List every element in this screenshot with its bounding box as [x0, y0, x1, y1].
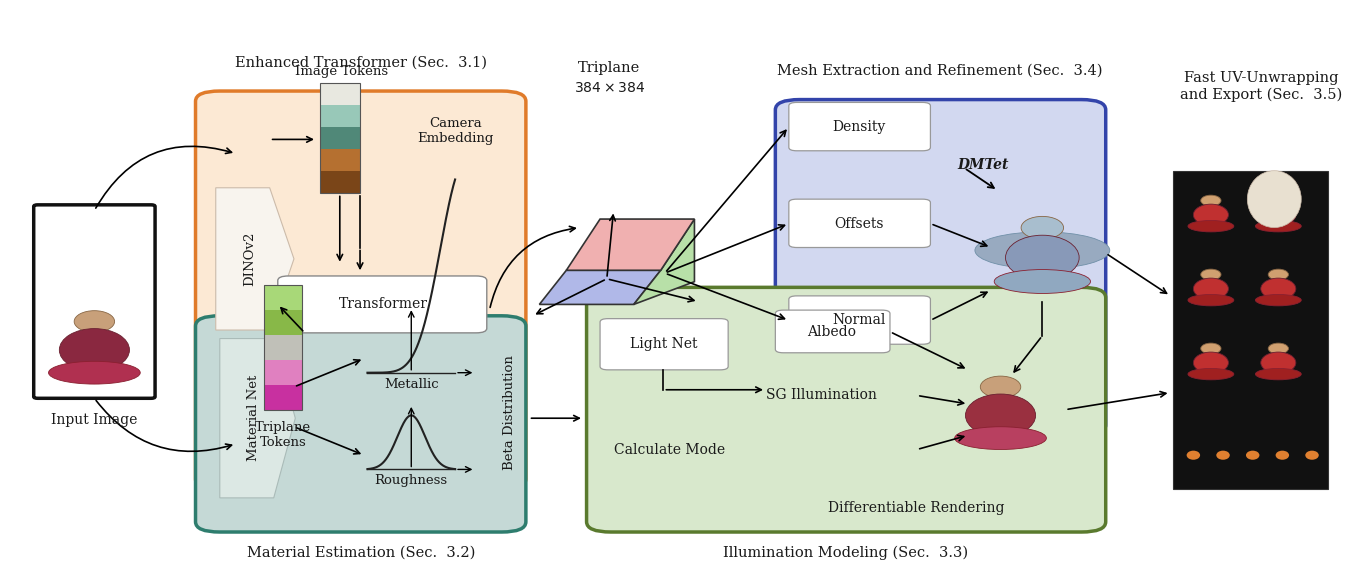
- Text: Light Net: Light Net: [630, 337, 697, 351]
- FancyBboxPatch shape: [789, 199, 931, 248]
- Text: Camera
Embedding: Camera Embedding: [418, 117, 494, 145]
- Bar: [264, 385, 302, 410]
- Text: Transformer: Transformer: [339, 298, 427, 311]
- Ellipse shape: [1194, 278, 1229, 299]
- Ellipse shape: [1194, 352, 1229, 373]
- Bar: [264, 284, 302, 410]
- Ellipse shape: [1217, 451, 1230, 460]
- Text: Albedo: Albedo: [807, 325, 856, 339]
- Ellipse shape: [965, 394, 1036, 437]
- Ellipse shape: [49, 361, 140, 384]
- Ellipse shape: [1260, 204, 1296, 225]
- Ellipse shape: [1268, 343, 1289, 354]
- Text: Triplane
Tokens: Triplane Tokens: [255, 421, 312, 450]
- Text: Enhanced Transformer (Sec.  3.1): Enhanced Transformer (Sec. 3.1): [235, 56, 487, 69]
- Ellipse shape: [954, 427, 1047, 450]
- Text: Calculate Mode: Calculate Mode: [614, 443, 724, 456]
- Ellipse shape: [1200, 195, 1221, 206]
- Ellipse shape: [60, 329, 129, 372]
- Bar: [320, 83, 361, 105]
- Ellipse shape: [1268, 195, 1289, 206]
- Bar: [320, 105, 361, 127]
- Ellipse shape: [1245, 451, 1259, 460]
- Text: Beta Distribution: Beta Distribution: [504, 355, 516, 470]
- Polygon shape: [216, 188, 294, 330]
- Ellipse shape: [1200, 343, 1221, 354]
- FancyBboxPatch shape: [196, 316, 525, 532]
- Ellipse shape: [1188, 295, 1234, 306]
- Ellipse shape: [73, 311, 114, 332]
- Ellipse shape: [1247, 171, 1301, 228]
- Text: Roughness: Roughness: [374, 475, 448, 487]
- Text: Material Net: Material Net: [246, 375, 260, 461]
- Ellipse shape: [1268, 269, 1289, 280]
- Ellipse shape: [1255, 369, 1301, 380]
- Ellipse shape: [1255, 295, 1301, 306]
- Text: Metallic: Metallic: [384, 378, 438, 390]
- Ellipse shape: [994, 270, 1090, 294]
- Bar: [264, 335, 302, 360]
- FancyBboxPatch shape: [776, 310, 890, 353]
- Ellipse shape: [974, 232, 1109, 269]
- Ellipse shape: [1006, 235, 1079, 280]
- Text: Normal: Normal: [833, 314, 886, 327]
- Ellipse shape: [1188, 369, 1234, 380]
- Bar: [320, 171, 361, 193]
- Bar: [264, 310, 302, 335]
- Ellipse shape: [1305, 451, 1319, 460]
- Ellipse shape: [1275, 451, 1289, 460]
- Ellipse shape: [1021, 216, 1063, 239]
- Text: Image Tokens: Image Tokens: [294, 65, 388, 77]
- FancyBboxPatch shape: [587, 287, 1105, 532]
- Text: Material Estimation (Sec.  3.2): Material Estimation (Sec. 3.2): [248, 546, 475, 560]
- Ellipse shape: [1260, 278, 1296, 299]
- FancyBboxPatch shape: [600, 319, 728, 370]
- Text: DINOv2: DINOv2: [244, 232, 256, 286]
- Polygon shape: [566, 219, 694, 270]
- Text: Fast UV-Unwrapping
and Export (Sec.  3.5): Fast UV-Unwrapping and Export (Sec. 3.5): [1180, 71, 1342, 102]
- Text: DMTet: DMTet: [957, 158, 1009, 172]
- Bar: [320, 83, 361, 193]
- Text: Offsets: Offsets: [834, 217, 883, 230]
- Bar: [264, 360, 302, 385]
- Polygon shape: [539, 270, 660, 304]
- Bar: [1173, 171, 1328, 489]
- FancyBboxPatch shape: [789, 102, 931, 151]
- Bar: [264, 284, 302, 310]
- FancyBboxPatch shape: [196, 91, 525, 489]
- Text: $384 \times 384$: $384 \times 384$: [574, 81, 645, 95]
- Ellipse shape: [980, 376, 1021, 398]
- Text: Mesh Extraction and Refinement (Sec.  3.4): Mesh Extraction and Refinement (Sec. 3.4…: [777, 64, 1102, 78]
- Text: SG Illumination: SG Illumination: [766, 389, 876, 402]
- Ellipse shape: [1194, 204, 1229, 225]
- Ellipse shape: [1188, 221, 1234, 232]
- Text: Differentiable Rendering: Differentiable Rendering: [827, 501, 1004, 514]
- Polygon shape: [219, 339, 295, 498]
- Bar: [320, 127, 361, 149]
- FancyBboxPatch shape: [776, 100, 1105, 435]
- FancyBboxPatch shape: [34, 205, 155, 398]
- Bar: [320, 149, 361, 171]
- FancyBboxPatch shape: [789, 296, 931, 344]
- FancyBboxPatch shape: [278, 276, 487, 333]
- Text: Density: Density: [833, 120, 886, 134]
- Text: Illumination Modeling (Sec.  3.3): Illumination Modeling (Sec. 3.3): [723, 546, 968, 560]
- Text: Input Image: Input Image: [52, 413, 137, 427]
- Ellipse shape: [1187, 451, 1200, 460]
- Ellipse shape: [1200, 269, 1221, 280]
- Ellipse shape: [1260, 352, 1296, 373]
- Ellipse shape: [1255, 221, 1301, 232]
- Text: Triplane: Triplane: [578, 61, 641, 75]
- Polygon shape: [634, 219, 694, 304]
